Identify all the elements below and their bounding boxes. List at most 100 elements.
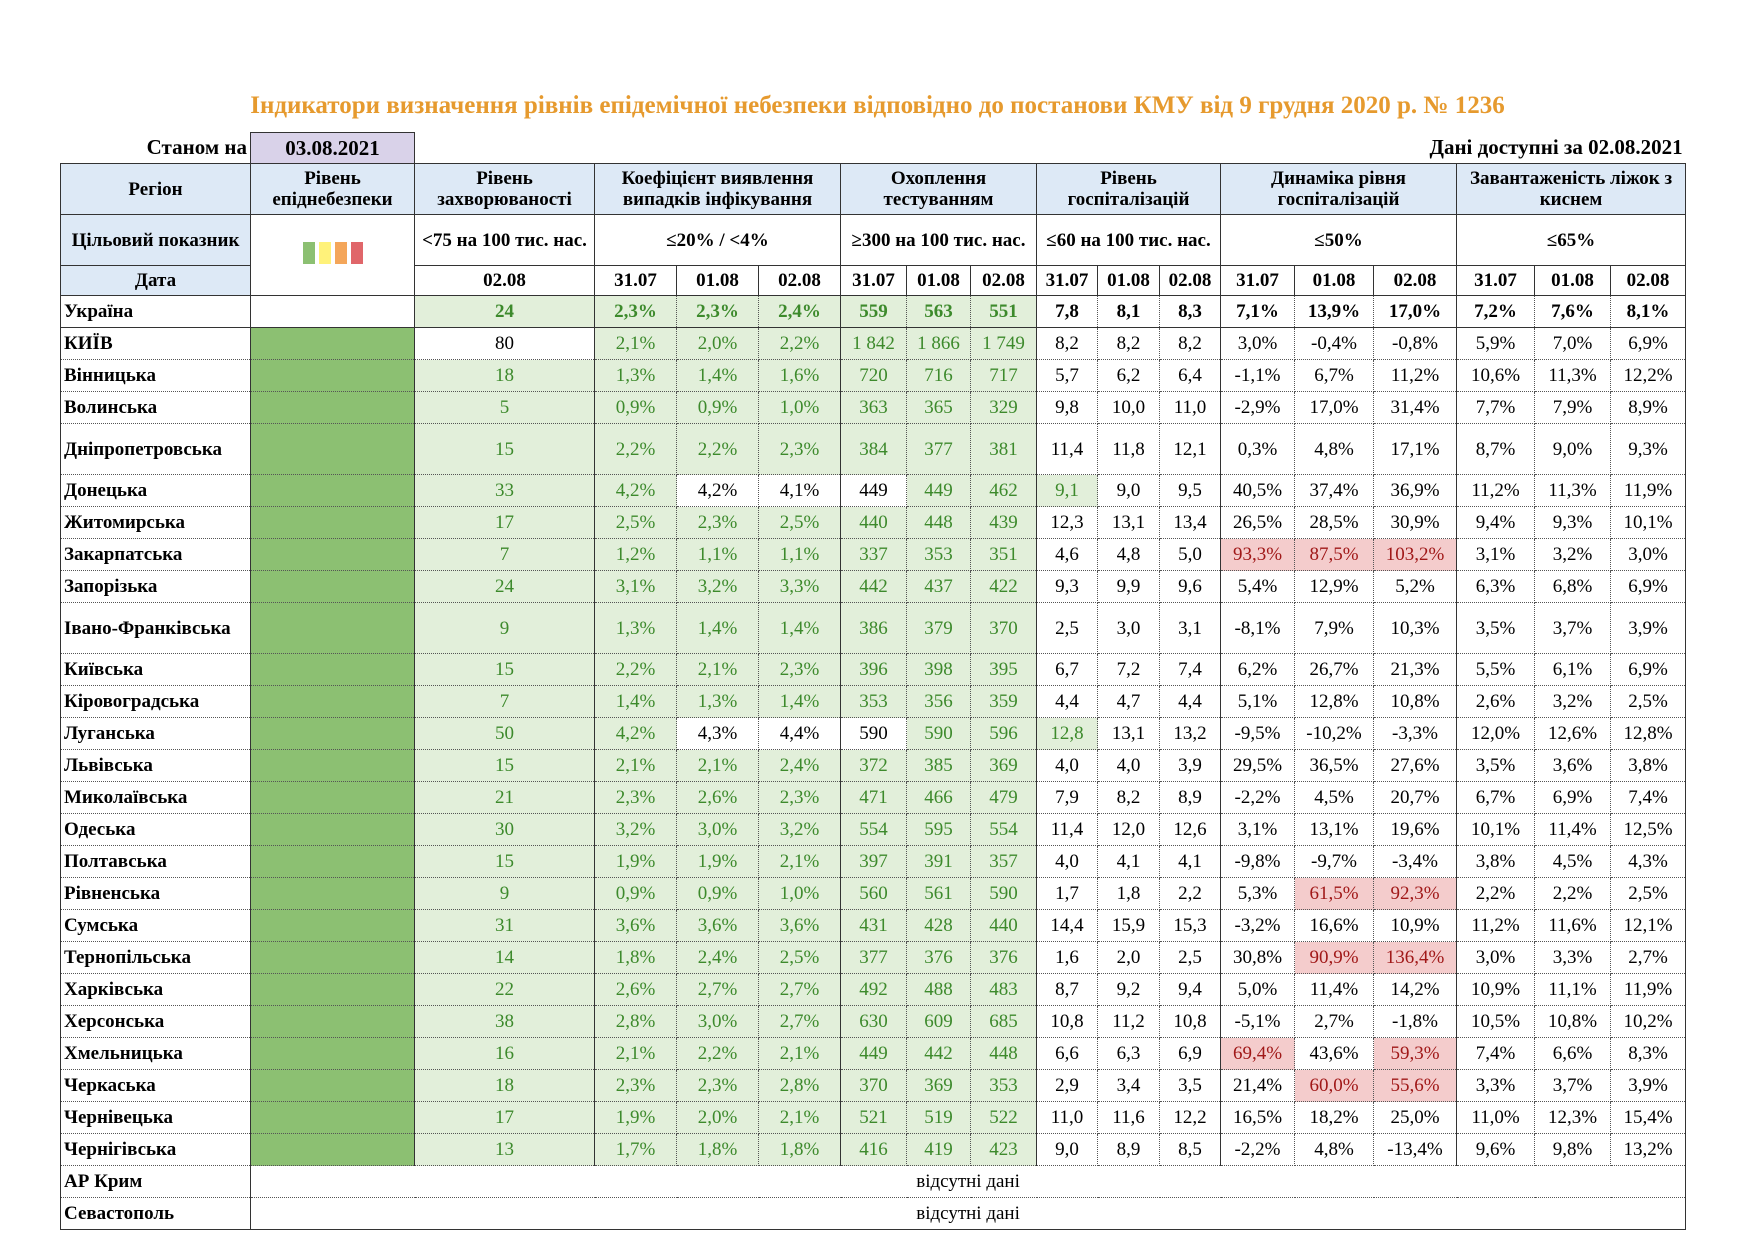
value-cell: 18,2%: [1294, 1101, 1374, 1134]
value-cell: 448: [906, 506, 971, 539]
value-cell: 492: [840, 973, 907, 1006]
data-row: Запорізька 24 3,1% 3,2% 3,3% 442 437 422 9,3 9,9 9…: [60, 570, 1687, 603]
data-row: Львівська 15 2,1% 2,1% 2,4% 372 385 369 4,0 4,0 3,…: [60, 749, 1687, 782]
value-cell: 11,1%: [1534, 973, 1611, 1006]
note: відсутні дані: [249, 1197, 1687, 1230]
date: 01.08: [1097, 265, 1160, 296]
value-cell: 3,1: [1159, 602, 1221, 654]
value-cell: 2,5%: [594, 506, 677, 539]
value-cell: 27,6%: [1373, 749, 1457, 782]
col-header: Регіон: [60, 163, 251, 215]
value-cell: 9,3: [1036, 570, 1098, 603]
table-body: Україна 24 2,3% 2,3% 2,4% 559 563 551 7,8 8,1 8,3 7…: [60, 295, 1687, 1230]
value-cell: 11,9%: [1609, 973, 1687, 1006]
value-cell: 13: [414, 1133, 595, 1166]
date: 01.08: [1534, 265, 1611, 296]
value-cell: 31,4%: [1373, 391, 1457, 424]
value-cell: 15: [414, 749, 595, 782]
value-cell: 9,4: [1159, 973, 1221, 1006]
value-cell: 2,1%: [676, 749, 759, 782]
value-cell: 2,7%: [758, 1005, 841, 1038]
value-cell: -9,5%: [1220, 717, 1295, 750]
value-cell: 33: [414, 474, 595, 507]
value-cell: 2,7%: [676, 973, 759, 1006]
value-cell: 8,9: [1097, 1133, 1160, 1166]
value-cell: 7,7%: [1456, 391, 1535, 424]
value-cell: 7: [414, 685, 595, 718]
value-cell: 596: [970, 717, 1037, 750]
value-cell: 377: [906, 423, 971, 475]
value-cell: 396: [840, 653, 907, 686]
value-cell: 1,8%: [758, 1133, 841, 1166]
value-cell: 3,0%: [676, 1005, 759, 1038]
value-cell: 4,4: [1159, 685, 1221, 718]
value-cell: 391: [906, 845, 971, 878]
date: 02.08: [1609, 265, 1687, 296]
level-cell: [250, 1101, 415, 1134]
value-cell: 10,8: [1159, 1005, 1221, 1038]
status-row: Станом на 03.08.2021 Дані доступні за 02…: [61, 132, 1686, 164]
value-cell: 18: [414, 1069, 595, 1102]
value-cell: 462: [970, 474, 1037, 507]
value-cell: 5,0: [1159, 538, 1221, 571]
value-cell: 2,6%: [594, 973, 677, 1006]
value-cell: 376: [906, 941, 971, 974]
value-cell: 8,1%: [1609, 295, 1687, 328]
value-cell: 9,3%: [1534, 506, 1611, 539]
value-cell: 21,3%: [1373, 653, 1457, 686]
date: 02.08: [758, 265, 841, 296]
value-cell: 4,2%: [594, 474, 677, 507]
value-cell: 3,5%: [1456, 602, 1535, 654]
col-header: Охоплення тестуванням: [840, 163, 1037, 215]
value-cell: 6,7: [1036, 653, 1098, 686]
value-cell: 423: [970, 1133, 1037, 1166]
level-cell: [250, 909, 415, 942]
value-cell: 3,7%: [1534, 1069, 1611, 1102]
region: Україна: [60, 295, 251, 328]
header-row: Регіон Рівень епіднебезпеки Рівень захво…: [60, 163, 1687, 215]
value-cell: 720: [840, 359, 907, 392]
value-cell: 9,3%: [1609, 423, 1687, 475]
value-cell: 7,4%: [1609, 781, 1687, 814]
value-cell: 357: [970, 845, 1037, 878]
value-cell: 11,2%: [1456, 474, 1535, 507]
level-cell: [250, 653, 415, 686]
level-cell: [250, 391, 415, 424]
value-cell: 9,8%: [1534, 1133, 1611, 1166]
value-cell: 9,1: [1036, 474, 1098, 507]
date: 02.08: [414, 265, 595, 296]
value-cell: 8,9: [1159, 781, 1221, 814]
data-row: Сумська 31 3,6% 3,6% 3,6% 431 428 440 14,4 15,9 15…: [60, 909, 1687, 942]
value-cell: 3,0%: [1609, 538, 1687, 571]
target-row: Цільовий показник <75 на 100 тис. нас. ≤…: [60, 214, 1687, 296]
value-cell: 103,2%: [1373, 538, 1457, 571]
legend-yellow: [318, 241, 331, 264]
value-cell: 1,1%: [676, 538, 759, 571]
value-cell: 60,0%: [1294, 1069, 1374, 1102]
value-cell: 3,0: [1097, 602, 1160, 654]
value-cell: 6,9: [1159, 1037, 1221, 1070]
value-cell: 6,6%: [1534, 1037, 1611, 1070]
col-header: Динаміка рівня госпіталізацій: [1220, 163, 1457, 215]
value-cell: 1,8: [1097, 877, 1160, 910]
value-cell: 11,4%: [1534, 813, 1611, 846]
value-cell: 377: [840, 941, 907, 974]
missing-row: АР Крим відсутні дані: [60, 1165, 1687, 1198]
note: відсутні дані: [249, 1165, 1687, 1198]
level-cell: [250, 1037, 415, 1070]
value-cell: 2,4%: [758, 749, 841, 782]
value-cell: 10,3%: [1373, 602, 1457, 654]
col-header: Рівень госпіталізацій: [1036, 163, 1221, 215]
value-cell: 9,6: [1159, 570, 1221, 603]
value-cell: 12,3: [1036, 506, 1098, 539]
value-cell: 590: [906, 717, 971, 750]
value-cell: 716: [906, 359, 971, 392]
value-cell: 3,9: [1159, 749, 1221, 782]
value-cell: 2,1%: [758, 1101, 841, 1134]
data-row: Чернівецька 17 1,9% 2,0% 2,1% 521 519 522 11,0 11…: [60, 1101, 1687, 1134]
value-cell: 15: [414, 653, 595, 686]
value-cell: 6,2: [1097, 359, 1160, 392]
value-cell: 4,8%: [1294, 423, 1374, 475]
value-cell: 10,1%: [1456, 813, 1535, 846]
value-cell: 6,6: [1036, 1037, 1098, 1070]
